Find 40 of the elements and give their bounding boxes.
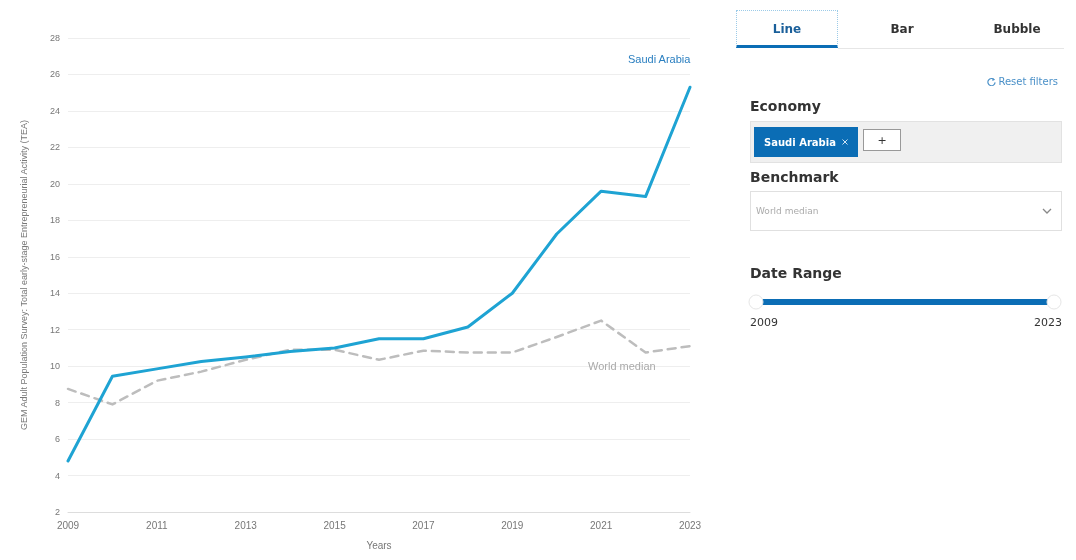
y-tick-label: 6	[54, 434, 60, 445]
text: Saudi Arabia	[764, 136, 836, 148]
line-series	[66, 85, 692, 463]
x-tick-label: 2015	[323, 519, 347, 531]
text: Line	[771, 22, 803, 36]
y-tick-label: 10	[49, 361, 60, 372]
text: Saudi Arabia	[628, 53, 692, 66]
text: Bar	[889, 22, 915, 36]
x-tick-label: 2021	[590, 519, 613, 531]
line-series	[66, 319, 692, 406]
y-tick-label: 8	[54, 397, 60, 408]
text: Date Range	[750, 265, 842, 281]
x-axis-title: Years	[366, 539, 392, 551]
x-tick-label: 2009	[56, 519, 80, 531]
x-tick-label: 2023	[678, 519, 702, 531]
text: Benchmark	[750, 169, 839, 185]
text: Reset filters	[998, 76, 1058, 87]
y-tick-label: 2	[54, 507, 60, 517]
y-tick-label: 28	[49, 33, 60, 43]
y-tick-label: 22	[49, 142, 60, 153]
text: 2009	[750, 316, 778, 329]
text: Bubble	[992, 22, 1042, 36]
y-tick-label: 12	[49, 324, 60, 335]
text: Economy	[750, 98, 821, 114]
y-tick-label: 20	[49, 178, 60, 189]
x-tick-label: 2011	[146, 519, 169, 531]
y-tick-label: 18	[49, 215, 60, 226]
y-tick-label: 16	[49, 251, 60, 262]
x-tick-label: 2013	[234, 519, 258, 531]
x-tick-label: 2017	[412, 519, 435, 531]
y-axis-title: GEM Adult Population Survey: Total early-stage Entrepreneurial Activity (TEA)	[18, 120, 29, 430]
y-tick-label: 14	[49, 288, 60, 299]
y-tick-label: 4	[54, 470, 60, 481]
text: 2023	[1034, 316, 1062, 329]
y-tick-label: 24	[49, 105, 60, 116]
series-label: World median	[588, 360, 656, 373]
text: +	[863, 129, 901, 151]
text: World median	[756, 206, 819, 216]
y-tick-label: 26	[49, 69, 60, 80]
x-tick-label: 2019	[501, 519, 524, 531]
